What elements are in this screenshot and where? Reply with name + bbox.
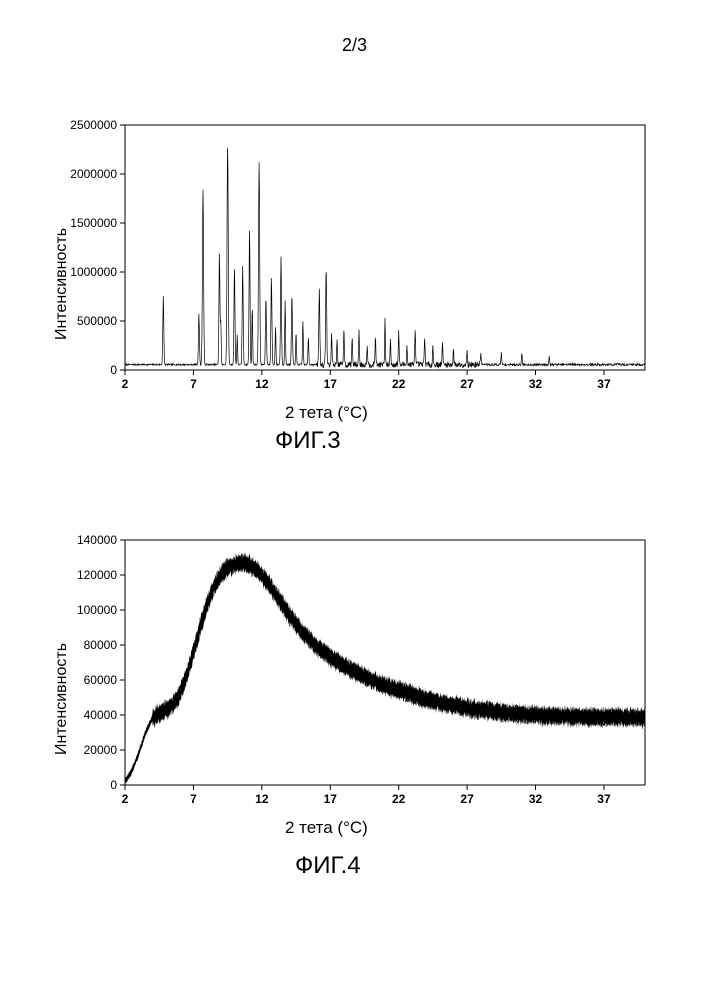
svg-text:7: 7 <box>190 377 197 391</box>
svg-text:1000000: 1000000 <box>70 265 117 279</box>
svg-text:20000: 20000 <box>84 743 118 757</box>
fig4-block: 0 20000 40000 60000 80000 100000 120000 140000 2… <box>55 530 655 900</box>
svg-text:37: 37 <box>597 792 611 806</box>
svg-text:2000000: 2000000 <box>70 167 117 181</box>
fig3-ylabel: Интенсивность <box>53 228 71 340</box>
svg-text:60000: 60000 <box>84 673 118 687</box>
page: 2/3 050000010000001500000200000025000002… <box>0 0 709 1000</box>
svg-text:40000: 40000 <box>84 708 118 722</box>
fig4-chart: 0 20000 40000 60000 80000 100000 120000 140000 2… <box>55 530 655 815</box>
svg-text:7: 7 <box>190 792 197 806</box>
svg-text:100000: 100000 <box>77 603 117 617</box>
svg-text:0: 0 <box>110 363 117 377</box>
fig4-xlabel: 2 тета (°С) <box>285 818 368 838</box>
svg-text:120000: 120000 <box>77 568 117 582</box>
svg-text:12: 12 <box>255 377 269 391</box>
svg-text:17: 17 <box>324 377 338 391</box>
fig3-title: ФИГ.3 <box>275 427 341 455</box>
svg-text:22: 22 <box>392 377 406 391</box>
fig4-ylabel: Интенсивность <box>53 643 71 755</box>
svg-text:2: 2 <box>122 792 129 806</box>
fig3-xlabel: 2 тета (°С) <box>285 403 368 423</box>
svg-text:500000: 500000 <box>77 314 117 328</box>
svg-text:37: 37 <box>597 377 611 391</box>
page-number: 2/3 <box>0 35 709 56</box>
svg-text:22: 22 <box>392 792 406 806</box>
fig3-block: 0500000100000015000002000000250000027121… <box>55 115 655 485</box>
svg-text:12: 12 <box>255 792 269 806</box>
svg-text:1500000: 1500000 <box>70 216 117 230</box>
svg-text:2500000: 2500000 <box>70 118 117 132</box>
svg-text:2: 2 <box>122 377 129 391</box>
svg-text:140000: 140000 <box>77 533 117 547</box>
svg-text:27: 27 <box>460 377 474 391</box>
svg-text:32: 32 <box>529 377 543 391</box>
svg-text:17: 17 <box>324 792 338 806</box>
svg-text:0: 0 <box>110 778 117 792</box>
svg-text:80000: 80000 <box>84 638 118 652</box>
svg-text:32: 32 <box>529 792 543 806</box>
svg-text:27: 27 <box>460 792 474 806</box>
fig4-title: ФИГ.4 <box>295 852 361 880</box>
fig3-chart: 0500000100000015000002000000250000027121… <box>55 115 655 400</box>
